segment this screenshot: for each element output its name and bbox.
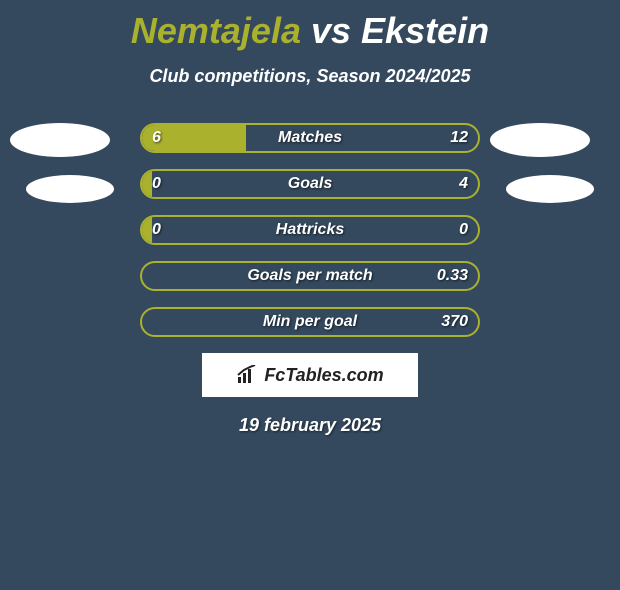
avatar-placeholder-left-2 (26, 175, 114, 203)
stat-label: Matches (278, 129, 342, 147)
stat-row: 0 0 Hattricks (140, 215, 480, 245)
avatar-placeholder-right-1 (490, 123, 590, 157)
subtitle: Club competitions, Season 2024/2025 (0, 66, 620, 87)
stat-value-left: 0 (152, 175, 161, 193)
stat-value-left: 0 (152, 221, 161, 239)
stat-row: 370 Min per goal (140, 307, 480, 337)
stat-value-right: 12 (450, 129, 468, 147)
stat-row: 0.33 Goals per match (140, 261, 480, 291)
stat-label: Goals per match (247, 267, 372, 285)
title-vs: vs (311, 10, 351, 51)
stat-value-right: 370 (441, 313, 468, 331)
stat-row: 6 12 Matches (140, 123, 480, 153)
logo-text: FcTables.com (264, 365, 383, 386)
stat-label: Min per goal (263, 313, 357, 331)
stat-label: Hattricks (276, 221, 344, 239)
bar-fill-left (142, 171, 152, 197)
stat-row: 0 4 Goals (140, 169, 480, 199)
chart-area: 6 12 Matches 0 4 Goals 0 0 Hattricks 0.33 Goals pe… (0, 123, 620, 436)
stat-label: Goals (288, 175, 332, 193)
player-left-name: Nemtajela (131, 10, 301, 51)
stat-value-right: 0 (459, 221, 468, 239)
bar-fill-left (142, 217, 152, 243)
player-right-name: Ekstein (361, 10, 489, 51)
avatar-placeholder-left-1 (10, 123, 110, 157)
stat-value-left: 6 (152, 129, 161, 147)
stat-value-right: 0.33 (437, 267, 468, 285)
comparison-title: Nemtajela vs Ekstein (0, 10, 620, 52)
avatar-placeholder-right-2 (506, 175, 594, 203)
logo-box: FcTables.com (202, 353, 418, 397)
date-label: 19 february 2025 (0, 415, 620, 436)
bar-chart-icon (236, 365, 258, 385)
stat-value-right: 4 (459, 175, 468, 193)
